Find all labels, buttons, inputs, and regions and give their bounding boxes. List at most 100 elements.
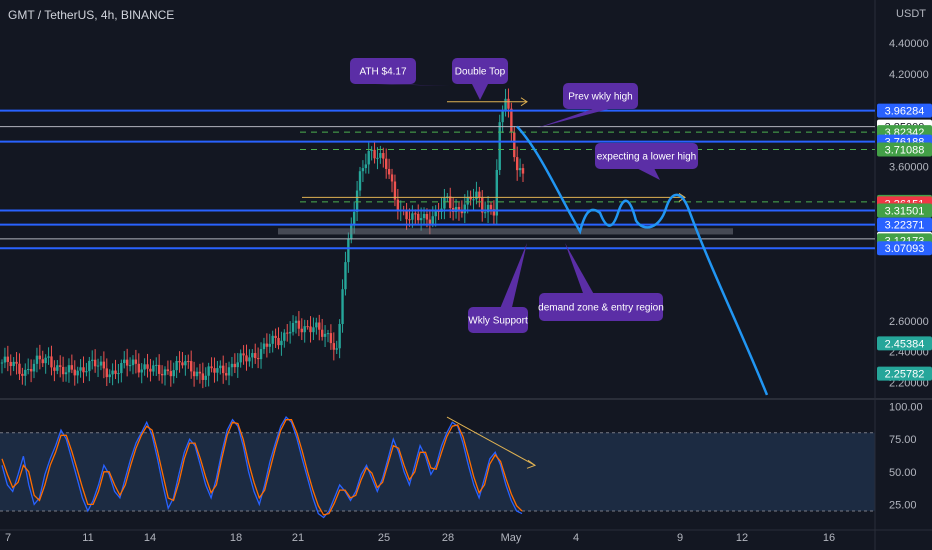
candle-body: [169, 371, 173, 377]
candle-body: [466, 196, 469, 205]
currency-label[interactable]: USDT: [896, 8, 926, 20]
candle-body: [294, 320, 298, 323]
candle-body: [422, 213, 426, 219]
price-tag-13: 2.45384: [877, 336, 932, 351]
candle-body: [201, 373, 205, 380]
price-tag-text: 3.71088: [885, 144, 925, 156]
candle-body: [318, 322, 321, 330]
candle-body: [390, 174, 394, 182]
candle-body: [352, 211, 356, 224]
candle-body: [56, 365, 59, 371]
price-tag-bg: [877, 241, 932, 256]
candle-body: [425, 213, 429, 220]
stoch-tick-label: 25.00: [889, 499, 917, 511]
price-tag-9: 3.22371: [877, 217, 932, 232]
stoch-divergence-arrow: [526, 459, 537, 469]
candle-body: [120, 363, 123, 374]
candle-body: [24, 369, 27, 376]
candle-body: [262, 343, 266, 350]
candle-body: [114, 370, 117, 374]
candle-body: [280, 340, 283, 346]
demand-zone-callout-group: demand zone & entry region: [538, 243, 664, 321]
candle-body: [236, 362, 239, 368]
candle-body: [338, 323, 341, 349]
candle-body: [140, 369, 143, 373]
projection-path: [516, 125, 769, 396]
candle-body: [70, 365, 74, 370]
candle-body: [242, 353, 245, 356]
candle-body: [396, 199, 400, 211]
candle-body: [251, 353, 254, 358]
candle-body: [501, 110, 504, 123]
candle-body: [44, 357, 47, 364]
candle-body: [373, 149, 376, 159]
candle-body: [268, 343, 271, 347]
price-tag-text: 3.22371: [885, 220, 925, 232]
price-tag-text: 3.96284: [885, 106, 925, 118]
candle-body: [207, 366, 210, 376]
candle-body: [361, 168, 365, 172]
candle-body: [117, 373, 120, 375]
candle-body: [254, 353, 257, 359]
price-tag-text: 2.45384: [885, 338, 925, 350]
time-tick-label: 4: [573, 532, 579, 544]
candle-body: [341, 289, 344, 324]
candle-body: [178, 360, 181, 363]
candle-body: [128, 365, 132, 367]
candle-body: [521, 168, 525, 174]
lower-high-callout: [595, 143, 698, 169]
candle-body: [35, 355, 39, 364]
candle-body: [166, 369, 170, 372]
time-tick-label: 7: [5, 532, 11, 544]
demand-zone-rect: [278, 228, 733, 235]
candle-body: [181, 362, 184, 366]
candle-body: [481, 197, 484, 213]
candle-body: [259, 349, 263, 360]
candle-body: [312, 327, 315, 333]
weekly-support-callout-group: Wkly Support: [468, 243, 528, 333]
candle-body: [326, 333, 330, 335]
candle-body: [131, 359, 135, 366]
candle-body: [91, 359, 94, 361]
candle-body: [489, 204, 493, 210]
candle-body: [67, 365, 71, 373]
candle-body: [475, 191, 478, 200]
candle-body: [163, 369, 167, 376]
double-top-callout: [452, 58, 508, 84]
candle-body: [411, 213, 414, 220]
candle-body: [495, 169, 499, 216]
double-top-arrow: [520, 97, 528, 107]
candle-body: [347, 238, 350, 263]
candle-body: [6, 356, 10, 362]
candle-body: [431, 216, 434, 224]
candle-body: [41, 359, 44, 364]
prev-weekly-high-callout-text: Prev wkly high: [568, 92, 632, 103]
candle-body: [216, 368, 219, 373]
candle-body: [507, 98, 510, 109]
candle-body: [277, 338, 280, 346]
candle-body: [463, 204, 466, 214]
candle-body: [483, 212, 487, 214]
candle-body: [213, 368, 216, 373]
prev-weekly-high-callout: [563, 83, 638, 109]
candle-body: [387, 168, 391, 175]
weekly-support-callout-text: Wkly Support: [468, 316, 528, 327]
candle-body: [385, 158, 388, 169]
candle-body: [0, 362, 4, 364]
double-top-callout-group: Double Top: [452, 58, 508, 100]
candle-body: [315, 322, 318, 328]
candle-body: [320, 329, 324, 337]
candle-body: [50, 356, 53, 368]
double-top-callout-text: Double Top: [455, 67, 506, 78]
candle-body: [227, 367, 231, 376]
price-tick-label: 3.60000: [889, 162, 929, 174]
candle-body: [332, 343, 336, 350]
candle-body: [172, 370, 175, 377]
candle-body: [329, 333, 333, 344]
candle-body: [492, 209, 496, 216]
candle-body: [414, 213, 417, 215]
candle-body: [21, 373, 24, 376]
price-tag-bg: [877, 203, 932, 218]
lower-high-callout-tail: [638, 169, 660, 180]
